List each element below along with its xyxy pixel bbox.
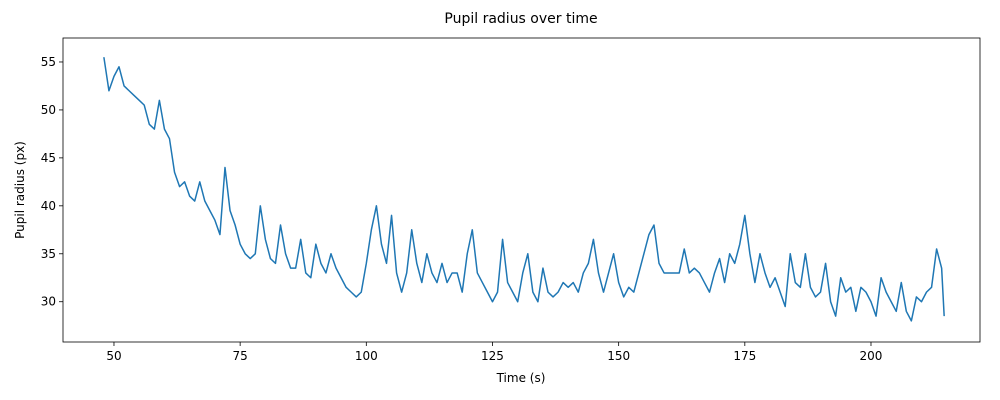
y-axis-label: Pupil radius (px) — [13, 141, 27, 239]
x-axis-label: Time (s) — [496, 371, 546, 385]
y-tick-label: 40 — [41, 199, 56, 213]
y-tick-label: 30 — [41, 295, 56, 309]
x-tick-label: 75 — [233, 349, 248, 363]
x-tick-label: 125 — [481, 349, 504, 363]
y-tick-label: 55 — [41, 55, 56, 69]
x-tick-label: 200 — [860, 349, 883, 363]
x-tick-label: 150 — [607, 349, 630, 363]
chart-title: Pupil radius over time — [444, 11, 597, 27]
y-tick-label: 45 — [41, 151, 56, 165]
x-tick-label: 100 — [355, 349, 378, 363]
plot-frame — [62, 37, 981, 343]
y-tick-label: 35 — [41, 247, 56, 261]
data-line — [103, 57, 945, 322]
y-tick-label: 50 — [41, 103, 56, 117]
x-tick-label: 50 — [106, 349, 121, 363]
x-tick-label: 175 — [733, 349, 756, 363]
